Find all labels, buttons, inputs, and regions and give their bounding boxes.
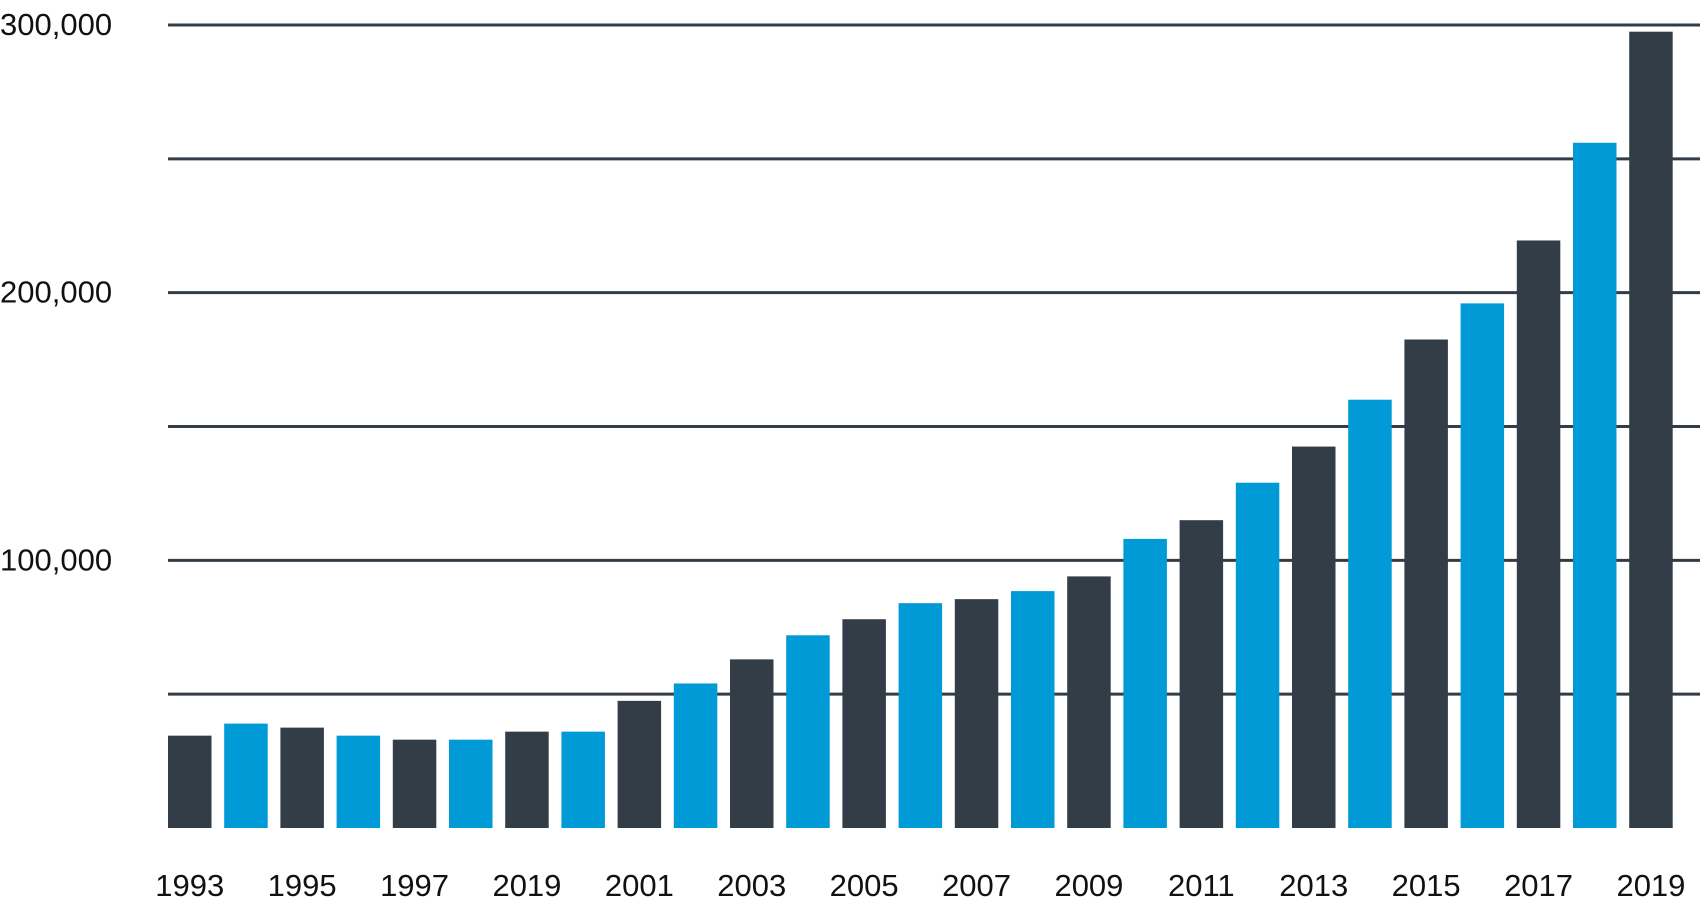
bar-1996 <box>336 735 381 828</box>
x-tick-label: 2001 <box>605 868 674 903</box>
x-axis-ticks: 1993 1995 1997 2019 2001 2003 2005 2007 2009 2011… <box>155 868 1685 903</box>
y-axis-ticks: 100,000 200,000 300,000 <box>0 7 112 577</box>
bar-1998 <box>449 739 493 828</box>
bar-2019 <box>1629 31 1673 829</box>
bar-2012 <box>1235 482 1280 828</box>
bar-2004 <box>786 635 830 828</box>
y-tick-label: 300,000 <box>0 7 112 42</box>
x-tick-label: 1997 <box>380 868 449 903</box>
bar-2008 <box>1011 591 1055 828</box>
bar-2005 <box>842 619 886 828</box>
x-tick-label: 2017 <box>1504 868 1573 903</box>
x-tick-label: 2003 <box>717 868 786 903</box>
x-tick-label: 2019 <box>492 868 561 903</box>
bar-2017 <box>1516 240 1561 828</box>
bar-2018 <box>1573 142 1617 829</box>
x-tick-label: 2015 <box>1392 868 1461 903</box>
x-tick-label: 2005 <box>830 868 899 903</box>
bar-2007 <box>954 599 999 828</box>
bars <box>168 31 1673 829</box>
bar-1995 <box>280 727 324 828</box>
x-tick-label: 2011 <box>1168 868 1235 903</box>
bar-2003 <box>730 659 774 828</box>
bar-2013 <box>1292 446 1336 828</box>
x-tick-label: 1995 <box>268 868 337 903</box>
bar-2000 <box>561 731 605 828</box>
x-tick-label: 1993 <box>155 868 224 903</box>
bar-2010 <box>1123 538 1167 828</box>
bar-2016 <box>1460 303 1505 829</box>
bar-1997 <box>392 739 437 828</box>
bar-1999 <box>505 731 549 828</box>
y-tick-label: 100,000 <box>0 542 112 577</box>
bar-1993 <box>168 735 212 828</box>
bar-2002 <box>673 683 718 828</box>
x-tick-label: 2009 <box>1054 868 1123 903</box>
x-tick-label: 2019 <box>1616 868 1685 903</box>
bar-2001 <box>617 700 662 828</box>
bar-2015 <box>1404 339 1448 828</box>
bar-2009 <box>1067 576 1111 828</box>
y-tick-label: 200,000 <box>0 275 112 310</box>
bar-1994 <box>224 723 268 828</box>
bar-2011 <box>1179 520 1224 828</box>
x-tick-label: 2013 <box>1279 868 1348 903</box>
bar-2014 <box>1348 399 1392 828</box>
x-tick-label: 2007 <box>942 868 1011 903</box>
bar-2006 <box>898 603 943 828</box>
